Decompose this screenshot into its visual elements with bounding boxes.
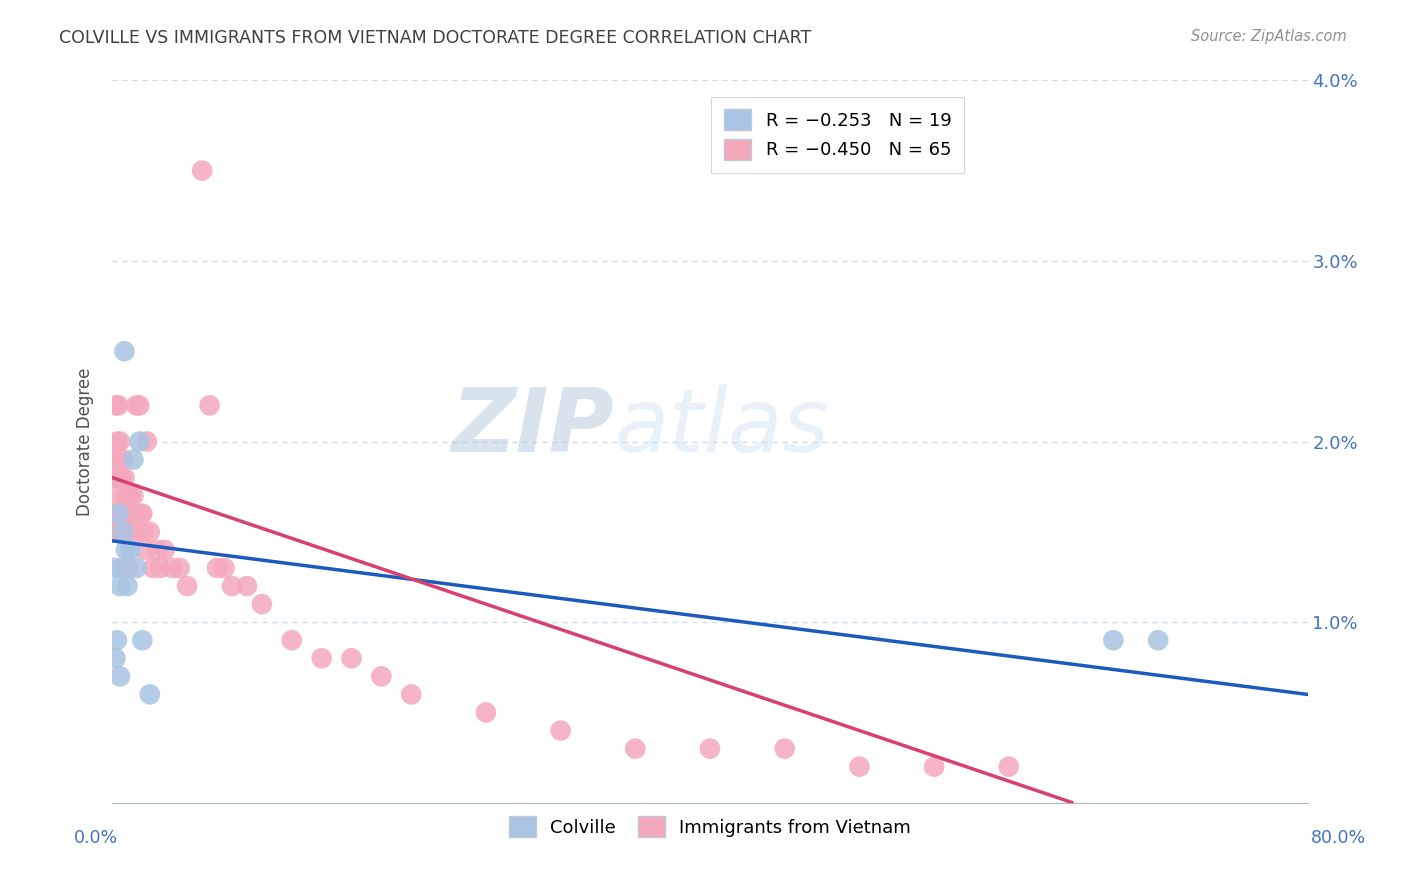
Point [117,561,139,575]
Point [998,760,1021,774]
Text: 0.0%: 0.0% [73,829,118,847]
Point [129,507,152,521]
Point [114,524,135,539]
Point [111,524,134,539]
Point [214,561,236,575]
Point [135,434,157,449]
Point [103,561,125,575]
Point [131,507,153,521]
Point [108,434,131,449]
Point [221,579,243,593]
Point [139,687,162,701]
Text: ZIP: ZIP [451,384,614,471]
Point [105,489,128,503]
Point [104,398,127,412]
Point [120,489,142,503]
Legend: R = −0.253   N = 19, R = −0.450   N = 65: R = −0.253 N = 19, R = −0.450 N = 65 [711,96,965,172]
Point [475,706,498,720]
Point [169,561,191,575]
Point [153,542,176,557]
Text: COLVILLE VS IMMIGRANTS FROM VIETNAM DOCTORATE DEGREE CORRELATION CHART: COLVILLE VS IMMIGRANTS FROM VIETNAM DOCT… [59,29,811,46]
Point [103,452,125,467]
Text: 80.0%: 80.0% [1310,829,1367,847]
Point [550,723,572,738]
Point [131,633,153,648]
Point [340,651,363,665]
Point [125,398,148,412]
Point [104,651,127,665]
Point [139,524,162,539]
Point [1102,633,1125,648]
Point [114,471,135,485]
Point [773,741,796,756]
Point [103,507,125,521]
Point [142,561,165,575]
Point [115,489,138,503]
Point [105,524,128,539]
Point [110,561,132,575]
Point [281,633,304,648]
Point [122,452,145,467]
Point [149,561,172,575]
Point [922,760,945,774]
Point [624,741,647,756]
Point [114,344,135,359]
Point [128,398,150,412]
Point [162,561,183,575]
Point [370,669,392,683]
Point [118,507,141,521]
Point [198,398,221,412]
Point [105,633,128,648]
Point [311,651,333,665]
Point [107,507,129,521]
Point [104,524,127,539]
Point [117,524,139,539]
Point [108,579,131,593]
Point [125,561,148,575]
Point [134,542,156,557]
Point [117,489,139,503]
Point [107,398,129,412]
Point [117,579,139,593]
Point [111,507,134,521]
Point [401,687,423,701]
Point [110,471,132,485]
Text: atlas: atlas [614,384,830,470]
Point [105,434,128,449]
Point [250,597,273,611]
Point [191,163,214,178]
Point [120,542,142,557]
Text: Source: ZipAtlas.com: Source: ZipAtlas.com [1191,29,1347,44]
Point [146,542,169,557]
Point [115,542,138,557]
Point [127,524,149,539]
Point [128,434,150,449]
Point [236,579,259,593]
Point [176,579,198,593]
Point [1147,633,1170,648]
Point [132,524,155,539]
Y-axis label: Doctorate Degree: Doctorate Degree [76,368,94,516]
Point [122,489,145,503]
Point [107,452,129,467]
Point [205,561,228,575]
Point [115,524,138,539]
Point [111,452,134,467]
Point [108,669,131,683]
Point [108,471,131,485]
Point [110,507,132,521]
Point [124,507,146,521]
Point [121,507,143,521]
Point [848,760,870,774]
Point [699,741,721,756]
Point [104,471,127,485]
Point [108,507,131,521]
